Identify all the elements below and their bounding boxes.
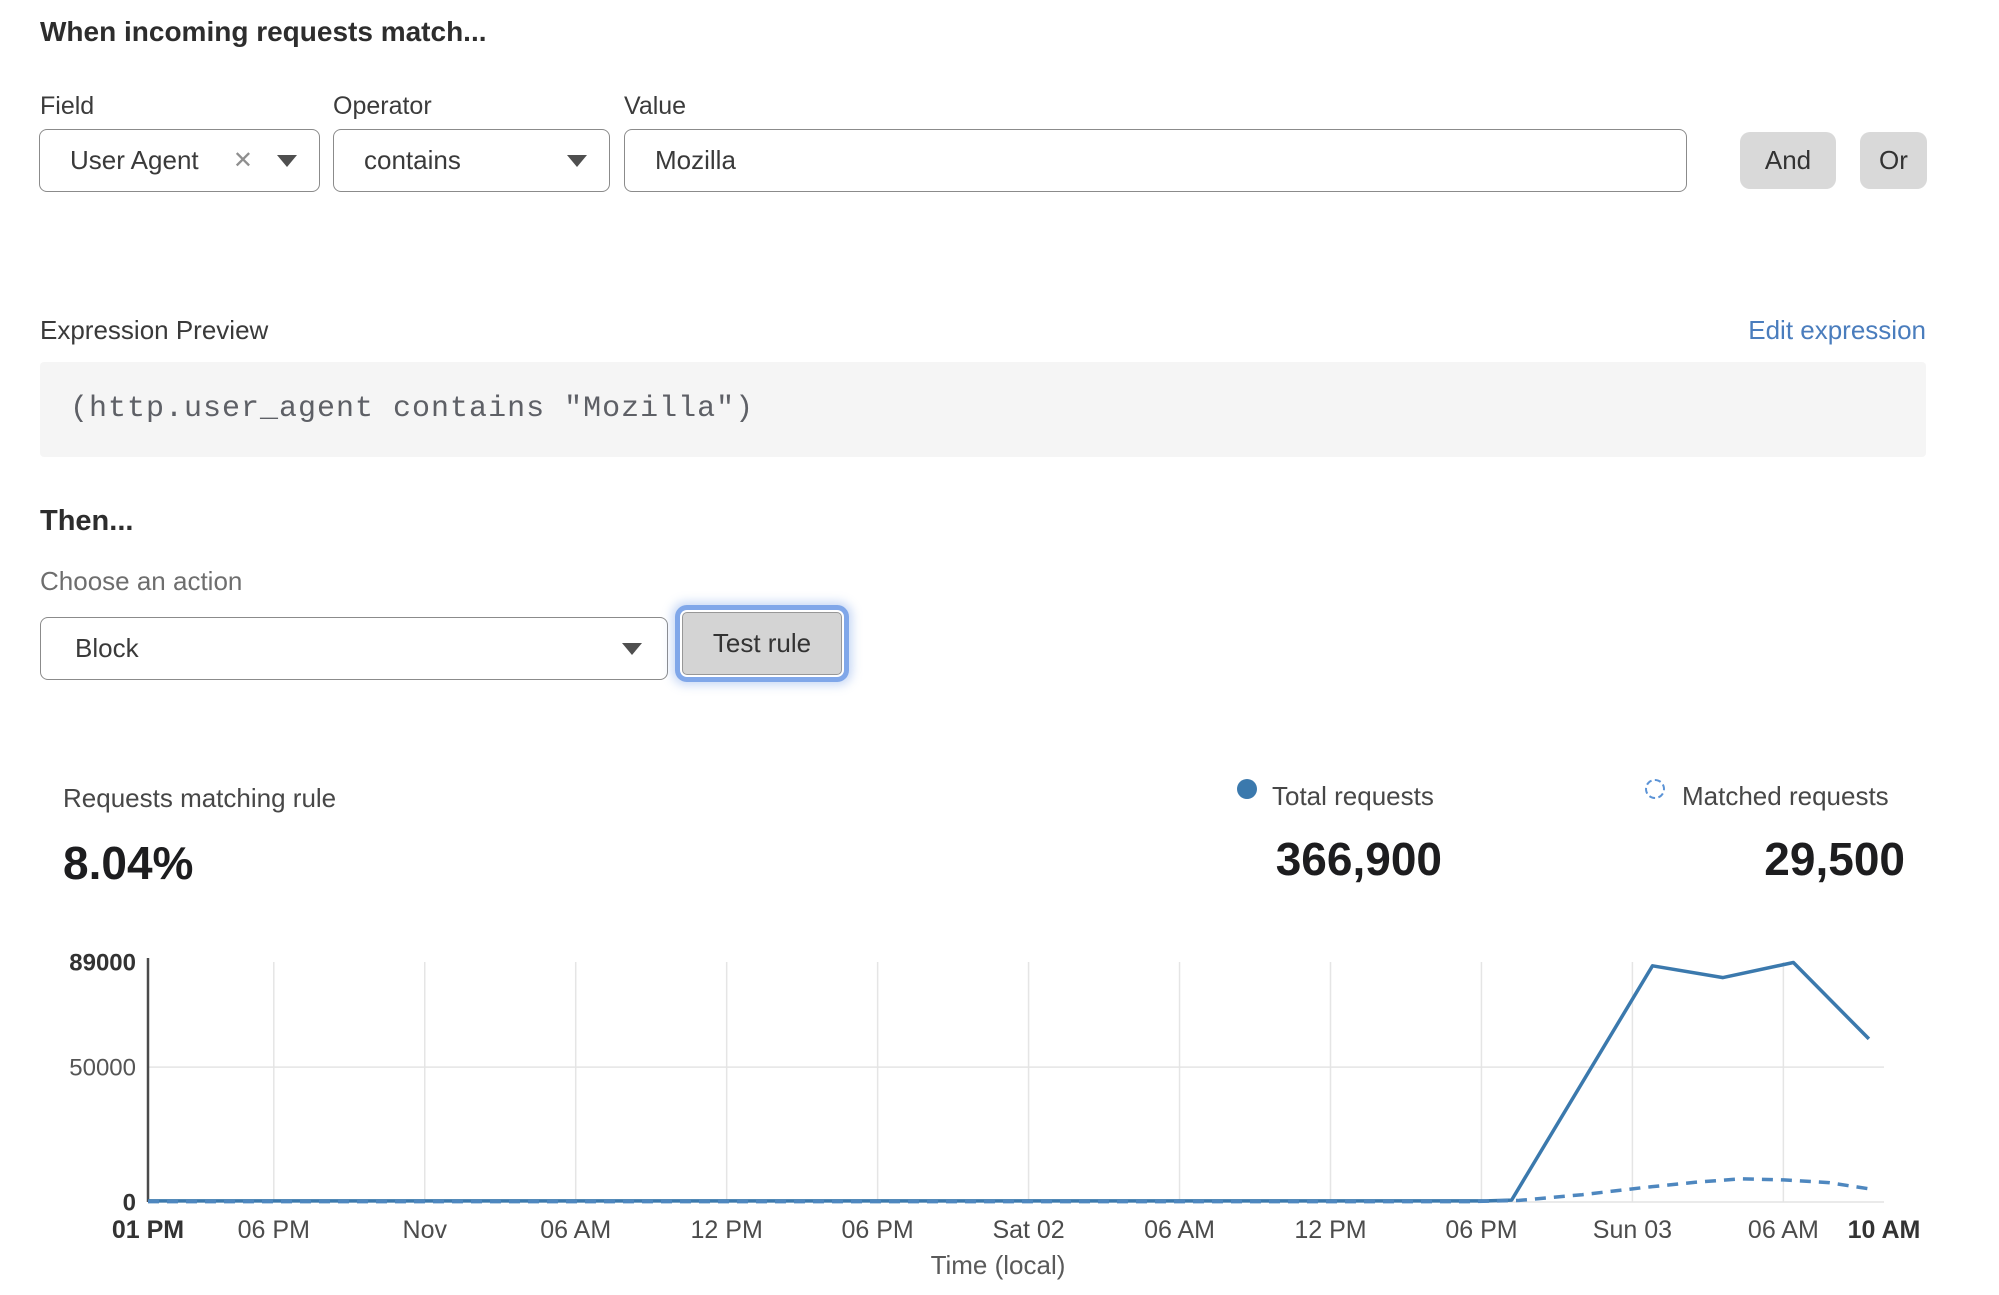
x-axis-title: Time (local): [931, 1250, 1066, 1280]
y-tick-label: 50000: [69, 1055, 136, 1082]
matched-requests-value: 29,500: [1764, 833, 1905, 885]
y-tick-label: 0: [123, 1189, 136, 1216]
or-button[interactable]: Or: [1860, 132, 1927, 189]
y-tick-label: 89000: [69, 949, 136, 976]
operator-label: Operator: [333, 92, 432, 120]
matched-requests-legend-icon: [1645, 779, 1665, 799]
clear-icon[interactable]: ✕: [232, 147, 253, 174]
expression-code: (http.user_agent contains "Mozilla"): [70, 392, 755, 426]
expression-preview-label: Expression Preview: [40, 315, 269, 345]
action-select[interactable]: Block: [40, 617, 668, 680]
field-select[interactable]: User Agent ✕: [39, 129, 320, 192]
matched-requests-label: Matched requests: [1682, 781, 1889, 811]
test-rule-button[interactable]: Test rule: [682, 612, 842, 675]
expression-code-block: [40, 362, 1926, 457]
edit-expression-link[interactable]: Edit expression: [1748, 315, 1926, 345]
x-tick-label: 06 PM: [841, 1216, 913, 1244]
x-tick-label: 01 PM: [112, 1216, 184, 1244]
x-tick-label: 12 PM: [691, 1216, 763, 1244]
x-tick-label: 06 AM: [540, 1216, 611, 1244]
then-title: Then...: [40, 505, 134, 537]
chevron-down-icon: [622, 642, 642, 655]
x-tick-label: 06 PM: [1445, 1216, 1517, 1244]
matching-rule-value: 8.04%: [63, 837, 194, 889]
matching-rule-label: Requests matching rule: [63, 783, 337, 813]
x-tick-label: Sun 03: [1593, 1216, 1672, 1244]
chevron-down-icon: [567, 154, 587, 167]
total-requests-legend-icon: [1237, 779, 1257, 799]
requests-chart: 0 50000 89000 01 PM 06 PM Nov 06 AM 12 PM 06 PM S…: [0, 936, 1999, 1295]
action-select-value: Block: [75, 633, 139, 663]
x-tick-label: 06 AM: [1748, 1216, 1819, 1244]
and-button[interactable]: And: [1740, 132, 1836, 189]
x-tick-label: Sat 02: [992, 1216, 1064, 1244]
page-title: When incoming requests match...: [40, 16, 487, 47]
choose-action-label: Choose an action: [40, 566, 243, 596]
operator-select-value: contains: [364, 145, 461, 175]
operator-select[interactable]: contains: [333, 129, 610, 192]
series-dashed: [148, 1177, 1870, 1204]
value-input[interactable]: [624, 129, 1687, 192]
x-tick-label: 06 PM: [238, 1216, 310, 1244]
x-tick-label: Nov: [403, 1216, 448, 1244]
requests-line-chart: 0 50000 89000 01 PM 06 PM Nov 06 AM 12 PM 06 PM S…: [69, 949, 1921, 1280]
chevron-down-icon: [277, 154, 297, 167]
field-select-value: User Agent: [70, 145, 199, 175]
x-tick-label: 12 PM: [1294, 1216, 1366, 1244]
value-label: Value: [624, 92, 687, 120]
total-requests-label: Total requests: [1272, 781, 1434, 811]
series-solid: [148, 960, 1871, 1203]
field-label: Field: [40, 92, 95, 120]
total-requests-value: 366,900: [1275, 833, 1442, 885]
x-tick-label: 10 AM: [1848, 1216, 1921, 1244]
x-tick-label: 06 AM: [1144, 1216, 1215, 1244]
